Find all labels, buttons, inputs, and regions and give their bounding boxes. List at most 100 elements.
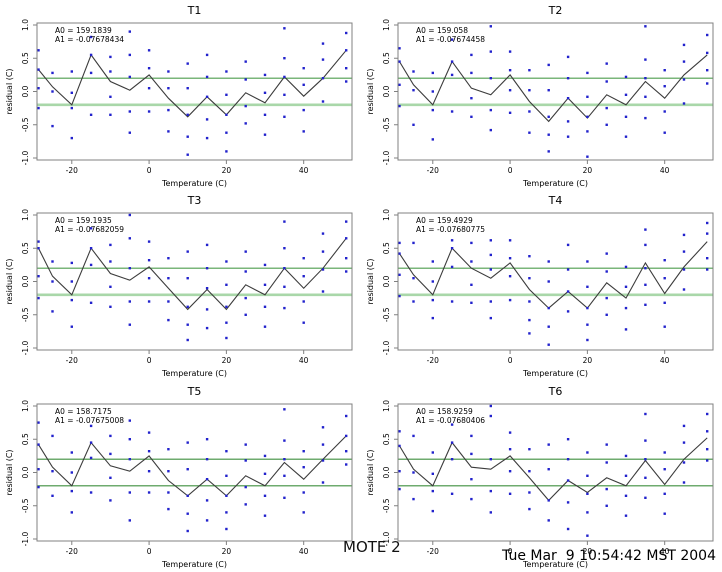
scatter-point <box>682 78 686 81</box>
scatter-point <box>205 75 209 79</box>
scatter-point <box>547 343 550 346</box>
scatter-point <box>682 60 686 63</box>
scatter-point <box>167 491 170 494</box>
scatter-point <box>663 131 666 134</box>
scatter-point <box>225 336 228 340</box>
scatter-point <box>398 487 401 491</box>
scatter-point <box>205 267 209 270</box>
scatter-point <box>244 104 247 108</box>
scatter-point <box>508 298 512 302</box>
plot-cell-t4: T4 A0 = 159.4929 A1 = -0.07680775 -20 0 20 40 T… <box>361 190 722 381</box>
y-tick-label: 0.5 <box>21 433 30 445</box>
scatter-point <box>508 275 512 278</box>
scatter-point <box>682 441 686 444</box>
scatter-point <box>644 267 647 270</box>
scatter-point <box>89 53 93 57</box>
scatter-point <box>566 501 570 504</box>
scatter-point <box>302 83 305 86</box>
scatter-point <box>128 419 131 422</box>
scatter-point <box>70 136 73 140</box>
scatter-point <box>128 213 131 217</box>
scatter-point <box>586 260 589 263</box>
y-tick-label: 0.0 <box>21 466 30 478</box>
scatter-point <box>128 53 131 57</box>
scatter-point <box>706 232 709 235</box>
scatter-point <box>302 466 305 469</box>
residual-line <box>399 437 708 502</box>
scatter-point <box>566 55 570 59</box>
scatter-point <box>470 283 473 286</box>
scatter-point <box>186 113 189 116</box>
y-tick-label: -0.5 <box>21 307 30 322</box>
scatter-point <box>345 220 348 223</box>
scatter-point <box>450 110 454 113</box>
scatter-point <box>244 503 247 506</box>
y-tick-label: -0.5 <box>21 117 30 132</box>
scatter-point <box>508 257 512 260</box>
y-tick-label: -1.0 <box>21 150 30 165</box>
scatter-point <box>89 456 93 460</box>
scatter-point <box>547 63 550 67</box>
scatter-point <box>302 321 305 324</box>
residual-line <box>399 241 708 309</box>
x-tick-label: 0 <box>508 547 513 556</box>
x-tick-label: -20 <box>427 166 439 175</box>
scatter-point <box>547 89 550 92</box>
y-tick-label: 0.5 <box>382 242 391 254</box>
scatter-point <box>321 268 325 271</box>
scatter-point <box>547 260 550 263</box>
scatter-point <box>109 434 112 438</box>
scatter-point <box>528 448 531 451</box>
scatter-point <box>205 326 209 330</box>
scatter-point <box>470 497 473 501</box>
scatter-point <box>528 491 531 494</box>
y-tick-label: -0.5 <box>21 498 30 513</box>
scatter-point <box>508 448 512 451</box>
scatter-point <box>51 494 54 497</box>
scatter-point <box>547 280 550 283</box>
scatter-point <box>624 514 628 517</box>
scatter-point <box>470 53 473 57</box>
scatter-point <box>128 131 131 134</box>
y-tick-label: -0.5 <box>382 498 391 513</box>
scatter-point <box>682 288 686 291</box>
scatter-point <box>51 310 54 313</box>
scatter-point <box>244 485 247 489</box>
scatter-point <box>663 301 666 304</box>
scatter-point <box>167 470 170 473</box>
annotation-a1: A1 = -0.07682059 <box>55 225 124 234</box>
scatter-point <box>186 468 189 471</box>
scatter-point <box>431 71 434 75</box>
scatter-point <box>528 332 531 335</box>
scatter-point <box>644 95 647 98</box>
y-tick-label: 0.5 <box>21 52 30 64</box>
scatter-point <box>470 241 473 245</box>
scatter-point <box>302 450 305 453</box>
scatter-point <box>566 243 570 247</box>
scatter-point <box>431 451 434 454</box>
scatter-point <box>147 431 151 434</box>
scatter-point <box>431 316 434 320</box>
scatter-point <box>489 316 492 320</box>
scatter-point <box>244 122 247 125</box>
scatter-point <box>586 323 589 326</box>
scatter-point <box>244 459 247 462</box>
scatter-point <box>431 489 434 493</box>
scatter-point <box>167 108 170 112</box>
scatter-point <box>345 31 348 35</box>
scatter-point <box>398 294 401 298</box>
scatter-point <box>37 443 40 446</box>
scatter-point <box>470 71 473 75</box>
scatter-point <box>186 512 189 515</box>
scatter-point <box>147 277 151 280</box>
scatter-point <box>566 97 570 100</box>
scatter-point <box>225 321 228 324</box>
x-tick-label: 40 <box>299 166 309 175</box>
scatter-point <box>205 478 209 481</box>
scatter-point <box>398 47 401 50</box>
scatter-point <box>263 91 267 94</box>
scatter-point <box>450 458 454 461</box>
scatter-point <box>412 300 415 303</box>
scatter-point <box>205 243 209 247</box>
